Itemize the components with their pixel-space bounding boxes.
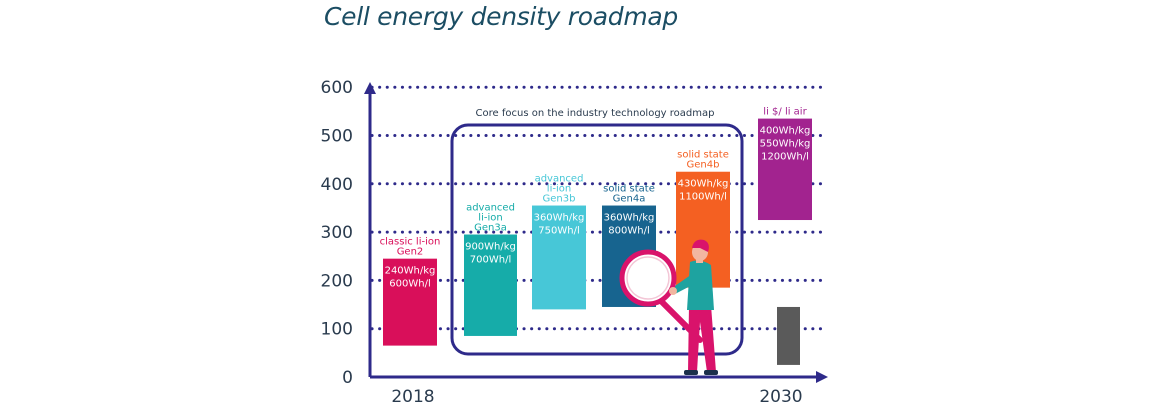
y-tick-label: 200 xyxy=(321,271,353,291)
bar-name-label: Gen3a xyxy=(474,223,507,234)
focus-box-label: Core focus on the industry technology ro… xyxy=(476,108,715,119)
y-tick-label: 500 xyxy=(321,127,353,147)
bar xyxy=(777,306,800,365)
chart-title: Cell energy density roadmap xyxy=(324,2,678,31)
bar-group xyxy=(777,306,800,365)
bar-value-label: 1200Wh/l xyxy=(761,152,809,163)
bar-name-label: Gen2 xyxy=(397,247,424,258)
bar-value-label: 900Wh/kg xyxy=(465,242,516,253)
bar-value-label: 240Wh/kg xyxy=(385,266,436,277)
bar-group: li $/ li air 400Wh/kg 550Wh/kg 1200Wh/l xyxy=(758,107,812,221)
x-tick-label: 2030 xyxy=(759,387,802,407)
bar-value-label: 600Wh/l xyxy=(389,279,430,290)
bar xyxy=(383,258,437,346)
y-tick-labels: 600 500 400 300 200 100 0 xyxy=(321,78,353,388)
bar-name-label: li-ion xyxy=(478,213,502,224)
bar-name-label: li $/ li air xyxy=(763,107,807,118)
magnifier-lens xyxy=(619,249,677,307)
bar xyxy=(464,234,517,336)
bar-name-label: solid state xyxy=(603,184,655,195)
bar-name-label: advanced xyxy=(535,174,584,185)
bar-value-label: 400Wh/kg xyxy=(760,126,811,137)
bar-name-label: Gen4a xyxy=(613,194,646,205)
bar-value-label: 1100Wh/l xyxy=(679,192,727,203)
bar xyxy=(532,205,586,310)
person-with-magnifier-illustration xyxy=(619,239,718,375)
bar-name-label: solid state xyxy=(677,150,729,161)
x-tick-labels: 2018 2030 xyxy=(391,387,802,407)
magnifier-lens-inner xyxy=(626,256,670,300)
bar-value-label: 550Wh/kg xyxy=(760,139,811,150)
focus-box-outline xyxy=(450,123,744,356)
bar-value-label: 360Wh/kg xyxy=(534,213,585,224)
y-axis-arrow xyxy=(364,82,376,94)
bar-value-label: 360Wh/kg xyxy=(604,213,655,224)
y-tick-label: 0 xyxy=(342,368,353,388)
person-shoe xyxy=(704,370,718,375)
y-tick-label: 600 xyxy=(321,78,353,98)
bar-name-label: classic li-ion xyxy=(380,237,441,248)
bar-value-label: 750Wh/l xyxy=(538,226,579,237)
y-tick-label: 300 xyxy=(321,223,353,243)
x-tick-label: 2018 xyxy=(391,387,434,407)
axes xyxy=(364,82,828,383)
person-legs xyxy=(688,305,716,372)
bar-name-label: Gen4b xyxy=(687,160,720,171)
person-hand xyxy=(669,287,677,295)
person-hair xyxy=(692,239,709,252)
bar xyxy=(758,118,812,221)
person-arm xyxy=(672,272,698,294)
bar-name-label: li-ion xyxy=(547,184,571,195)
bar-value-label: 700Wh/l xyxy=(470,255,511,266)
person-shoe xyxy=(684,370,698,375)
grid-lines xyxy=(370,85,828,331)
bar-name-label: Gen3b xyxy=(543,194,576,205)
bar-value-label: 800Wh/l xyxy=(608,226,649,237)
focus-box: Core focus on the industry technology ro… xyxy=(450,108,744,356)
bar-name-label: advanced xyxy=(466,203,515,214)
x-axis-arrow xyxy=(816,371,828,383)
y-tick-label: 400 xyxy=(321,175,353,195)
y-tick-label: 100 xyxy=(321,320,353,340)
bar-value-label: 430Wh/kg xyxy=(678,179,729,190)
